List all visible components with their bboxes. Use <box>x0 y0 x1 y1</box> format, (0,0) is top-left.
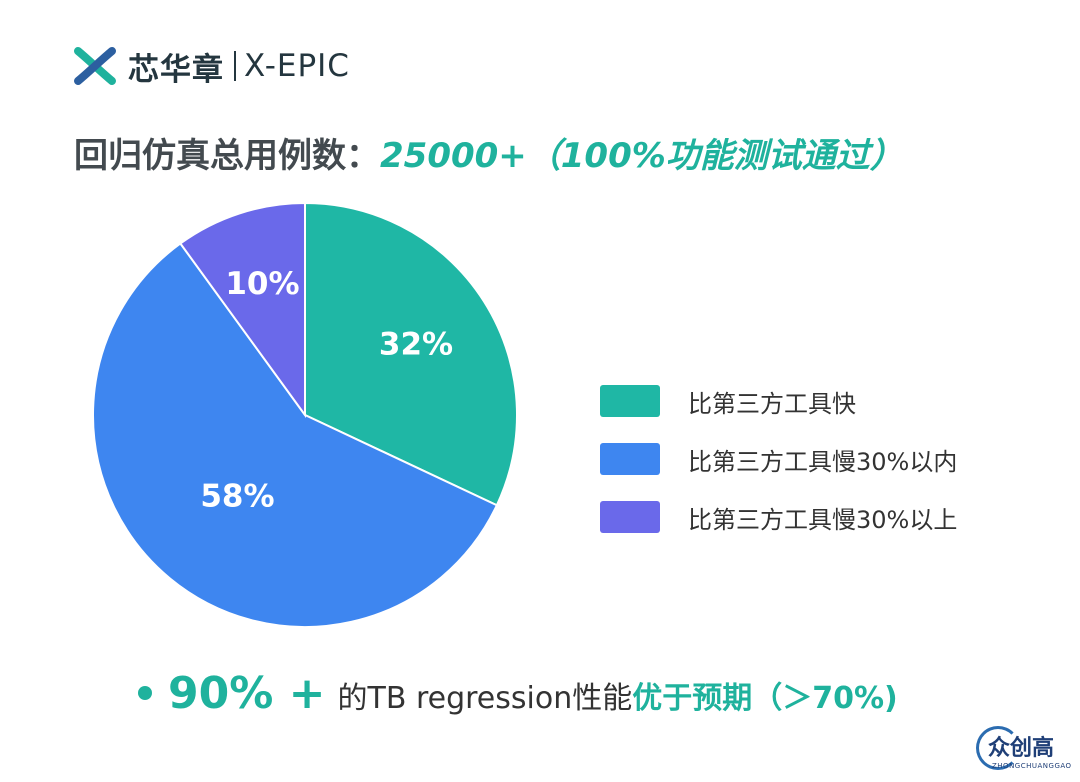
brand-logo: 芯华章 X-EPIC <box>72 40 350 92</box>
pie-slice-slower-over-30 <box>178 201 306 419</box>
summary-percentage: 90% + <box>168 668 326 719</box>
summary-highlight: 优于预期 <box>632 681 753 716</box>
legend-label-faster: 比第三方工具快 <box>688 389 856 418</box>
slice-label-slower-over-30: 10% <box>225 266 299 302</box>
watermark-subtext: ZHONGCHUANGGAO <box>992 762 1072 770</box>
legend-swatch-slower-over-30 <box>600 501 660 533</box>
page-title: 回归仿真总用例数：25000+（100%功能测试通过） <box>74 128 904 177</box>
pie-slice-slower-within-30 <box>92 242 499 628</box>
logo-divider <box>234 51 236 81</box>
summary-text: 的TB regression性能 <box>337 681 633 716</box>
title-value: 25000+（100%功能测试通过） <box>380 136 904 176</box>
summary-threshold: （＞70%) <box>752 681 898 716</box>
chart-legend: 比第三方工具快 比第三方工具慢30%以内 比第三方工具慢30%以上 <box>600 384 957 558</box>
legend-swatch-faster <box>600 385 660 417</box>
watermark-ring-icon <box>976 726 1020 770</box>
watermark-text: 众创高 <box>988 736 1055 761</box>
slice-label-faster: 32% <box>379 327 453 363</box>
legend-swatch-slower-within-30 <box>600 443 660 475</box>
legend-label-slower-within-30: 比第三方工具慢30%以内 <box>688 447 958 476</box>
legend-item-slower-within-30: 比第三方工具慢30%以内 <box>600 442 957 476</box>
pie-slice-faster <box>304 201 518 507</box>
legend-label-slower-over-30: 比第三方工具慢30%以上 <box>688 505 958 534</box>
x-epic-logo-icon <box>74 47 116 85</box>
bullet-dot <box>138 686 152 700</box>
legend-item-slower-over-30: 比第三方工具慢30%以上 <box>600 500 957 534</box>
title-prefix: 回归仿真总用例数： <box>74 136 380 176</box>
legend-item-faster: 比第三方工具快 <box>600 384 957 418</box>
logo-chinese-name: 芯华章 <box>128 51 224 88</box>
slice-label-slower-within-30: 58% <box>200 479 274 515</box>
watermark-logo: 众创高 ZHONGCHUANGGAO <box>976 722 1072 776</box>
pie-chart: 32% 58% 10% <box>92 201 518 628</box>
summary-line: 90% + 的TB regression性能 优于预期 （＞70%) <box>138 668 898 719</box>
logo-english-name: X-EPIC <box>244 48 350 84</box>
